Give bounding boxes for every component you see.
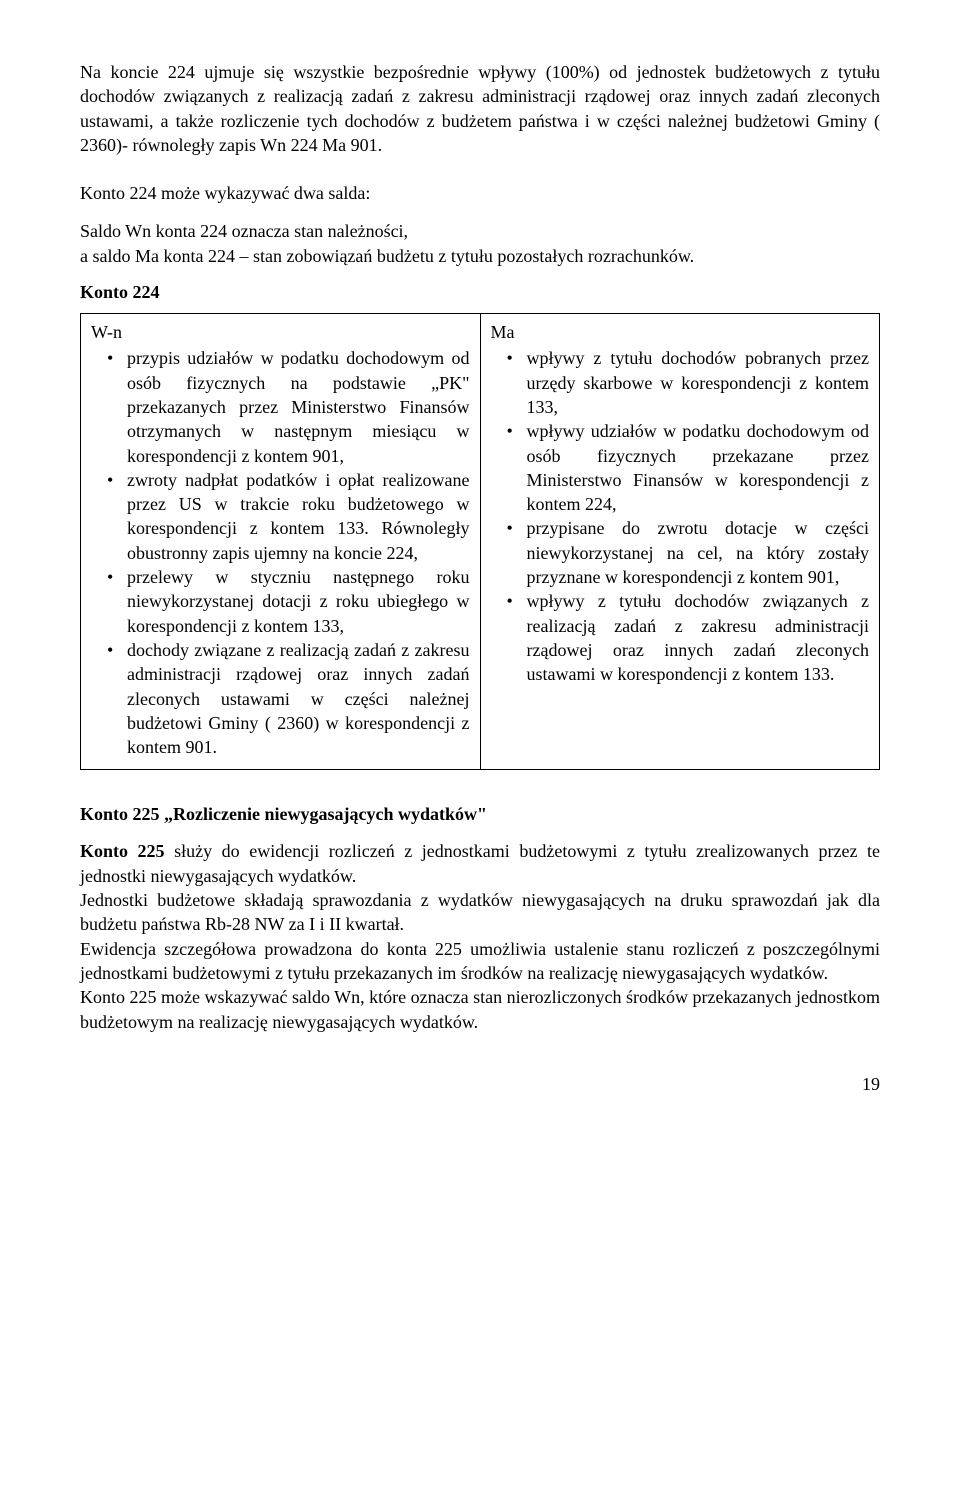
intro-paragraph: Na koncie 224 ujmuje się wszystkie bezpo… bbox=[80, 60, 880, 157]
document-page: Na koncie 224 ujmuje się wszystkie bezpo… bbox=[0, 0, 960, 1135]
table-cell-left: W-n przypis udziałów w podatku dochodowy… bbox=[81, 314, 481, 770]
list-item: dochody związane z realizacją zadań z za… bbox=[91, 638, 470, 759]
col-head-ma: Ma bbox=[491, 320, 870, 344]
konto225-p1-rest: służy do ewidencji rozliczeń z jednostka… bbox=[80, 841, 880, 885]
konto225-p1-bold: Konto 225 bbox=[80, 841, 165, 861]
page-number: 19 bbox=[80, 1074, 880, 1095]
konto225-p1: Konto 225 służy do ewidencji rozliczeń z… bbox=[80, 839, 880, 888]
ma-list: wpływy z tytułu dochodów pobranych przez… bbox=[491, 346, 870, 686]
konto225-title: Konto 225 „Rozliczenie niewygasających w… bbox=[80, 804, 880, 825]
salda-ma-line: a saldo Ma konta 224 – stan zobowiązań b… bbox=[80, 244, 880, 268]
list-item: wpływy udziałów w podatku dochodowym od … bbox=[491, 419, 870, 516]
list-item: przypisane do zwrotu dotacje w części ni… bbox=[491, 516, 870, 589]
list-item: zwroty nadpłat podatków i opłat realizow… bbox=[91, 468, 470, 565]
list-item: przelewy w styczniu następnego roku niew… bbox=[91, 565, 470, 638]
konto225-p4: Konto 225 może wskazywać saldo Wn, które… bbox=[80, 985, 880, 1034]
konto225-p2: Jednostki budżetowe składają sprawozdani… bbox=[80, 888, 880, 937]
konto224-header: Konto 224 bbox=[80, 282, 880, 303]
col-head-wn: W-n bbox=[91, 320, 470, 344]
list-item: wpływy z tytułu dochodów pobranych przez… bbox=[491, 346, 870, 419]
list-item: przypis udziałów w podatku dochodowym od… bbox=[91, 346, 470, 467]
salda-wn-line: Saldo Wn konta 224 oznacza stan należnoś… bbox=[80, 219, 880, 243]
table-cell-right: Ma wpływy z tytułu dochodów pobranych pr… bbox=[480, 314, 880, 770]
wn-list: przypis udziałów w podatku dochodowym od… bbox=[91, 346, 470, 759]
list-item: wpływy z tytułu dochodów związanych z re… bbox=[491, 589, 870, 686]
salda-intro: Konto 224 może wykazywać dwa salda: bbox=[80, 181, 880, 205]
konto225-p3: Ewidencja szczegółowa prowadzona do kont… bbox=[80, 937, 880, 986]
konto224-table: W-n przypis udziałów w podatku dochodowy… bbox=[80, 313, 880, 770]
